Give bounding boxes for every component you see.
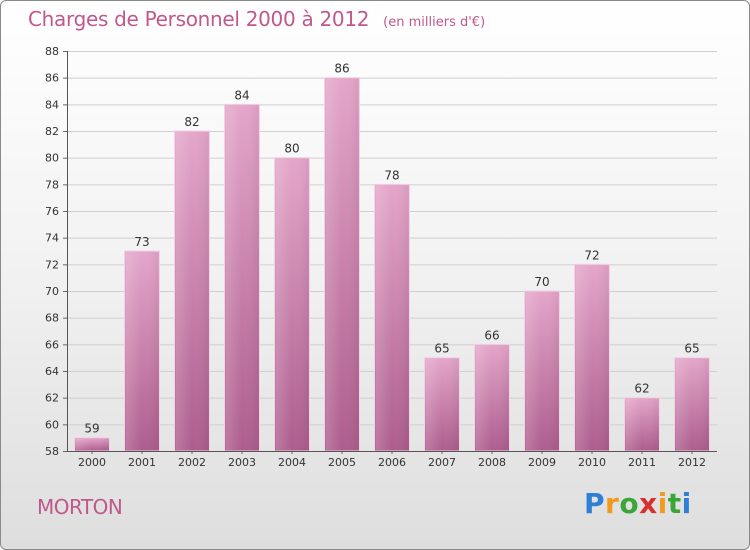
logo-letter: P [584, 487, 606, 520]
data-label: 80 [284, 142, 299, 156]
x-tick-label: 2003 [228, 456, 256, 469]
data-label: 72 [584, 248, 599, 262]
data-label: 65 [434, 342, 449, 356]
bar-shine [175, 132, 209, 450]
chart-title-text: Charges de Personnel 2000 à 2012 [28, 7, 370, 31]
location-label: MORTON [37, 495, 123, 519]
x-tick-label: 2004 [278, 456, 306, 469]
data-label: 70 [534, 275, 549, 289]
bar-shine [525, 292, 559, 450]
y-tick-label: 62 [45, 392, 59, 405]
bar-shine [225, 105, 259, 450]
bar-shine [675, 358, 709, 450]
logo-letter: i [657, 487, 668, 520]
logo-letter: i [681, 487, 692, 520]
y-tick-label: 78 [45, 178, 59, 191]
y-axis: 58 60 62 64 66 68 70 72 74 76 78 80 82 84 86 88 [45, 45, 68, 458]
y-tick-label: 70 [45, 285, 59, 298]
y-tick-label: 64 [45, 365, 59, 378]
y-tick-label: 82 [45, 125, 59, 138]
y-tick-label: 66 [45, 338, 59, 351]
x-tick-label: 2009 [528, 456, 556, 469]
x-tick-label: 2001 [128, 456, 156, 469]
y-tick-label: 58 [45, 445, 59, 458]
y-tick-label: 72 [45, 258, 59, 271]
x-tick-label: 2007 [428, 456, 456, 469]
x-tick-label: 2010 [578, 456, 606, 469]
y-tick-label: 60 [45, 418, 59, 431]
y-tick-label: 84 [45, 98, 59, 111]
bar-shine [375, 185, 409, 451]
proxiti-logo: Proxiti [584, 487, 692, 520]
data-label: 65 [684, 342, 699, 356]
unit-note: (en milliers d'€) [383, 15, 486, 30]
data-label: 66 [484, 328, 499, 342]
data-label: 82 [184, 115, 199, 129]
data-label: 59 [84, 422, 99, 436]
y-tick-label: 88 [45, 45, 59, 58]
logo-letter: t [667, 487, 682, 520]
logo-letter: o [619, 487, 640, 520]
bar-shine [325, 78, 359, 451]
data-label: 78 [384, 168, 399, 182]
logo-letter: r [605, 487, 620, 520]
bar-shine [275, 158, 309, 450]
y-tick-label: 76 [45, 205, 59, 218]
x-tick-label: 2011 [628, 456, 656, 469]
bar-shine [575, 265, 609, 450]
x-tick-label: 2012 [678, 456, 706, 469]
y-tick-label: 80 [45, 152, 59, 165]
data-label: 73 [134, 235, 149, 249]
x-tick-label: 2006 [378, 456, 406, 469]
bar-shine [125, 252, 159, 450]
data-label: 86 [334, 62, 349, 76]
x-axis: 2000 2001 2002 2003 2004 2005 2006 2007 2008 2009… [67, 451, 717, 469]
x-tick-label: 2005 [328, 456, 356, 469]
x-tick-label: 2002 [178, 456, 206, 469]
x-tick-label: 2000 [78, 456, 106, 469]
data-label: 62 [634, 382, 649, 396]
logo-letter: x [639, 487, 658, 520]
y-tick-label: 86 [45, 72, 59, 85]
bar-shine [475, 345, 509, 450]
chart-title: Charges de Personnel 2000 à 2012 (en mill… [28, 7, 485, 31]
y-tick-label: 68 [45, 312, 59, 325]
bars: 59 73 82 84 80 86 78 65 66 70 72 62 65 [74, 62, 710, 452]
bar-shine [75, 438, 109, 450]
bar-shine [625, 398, 659, 450]
y-tick-label: 74 [45, 232, 59, 245]
data-label: 84 [234, 88, 249, 102]
bar-shine [425, 358, 459, 450]
x-tick-label: 2008 [478, 456, 506, 469]
